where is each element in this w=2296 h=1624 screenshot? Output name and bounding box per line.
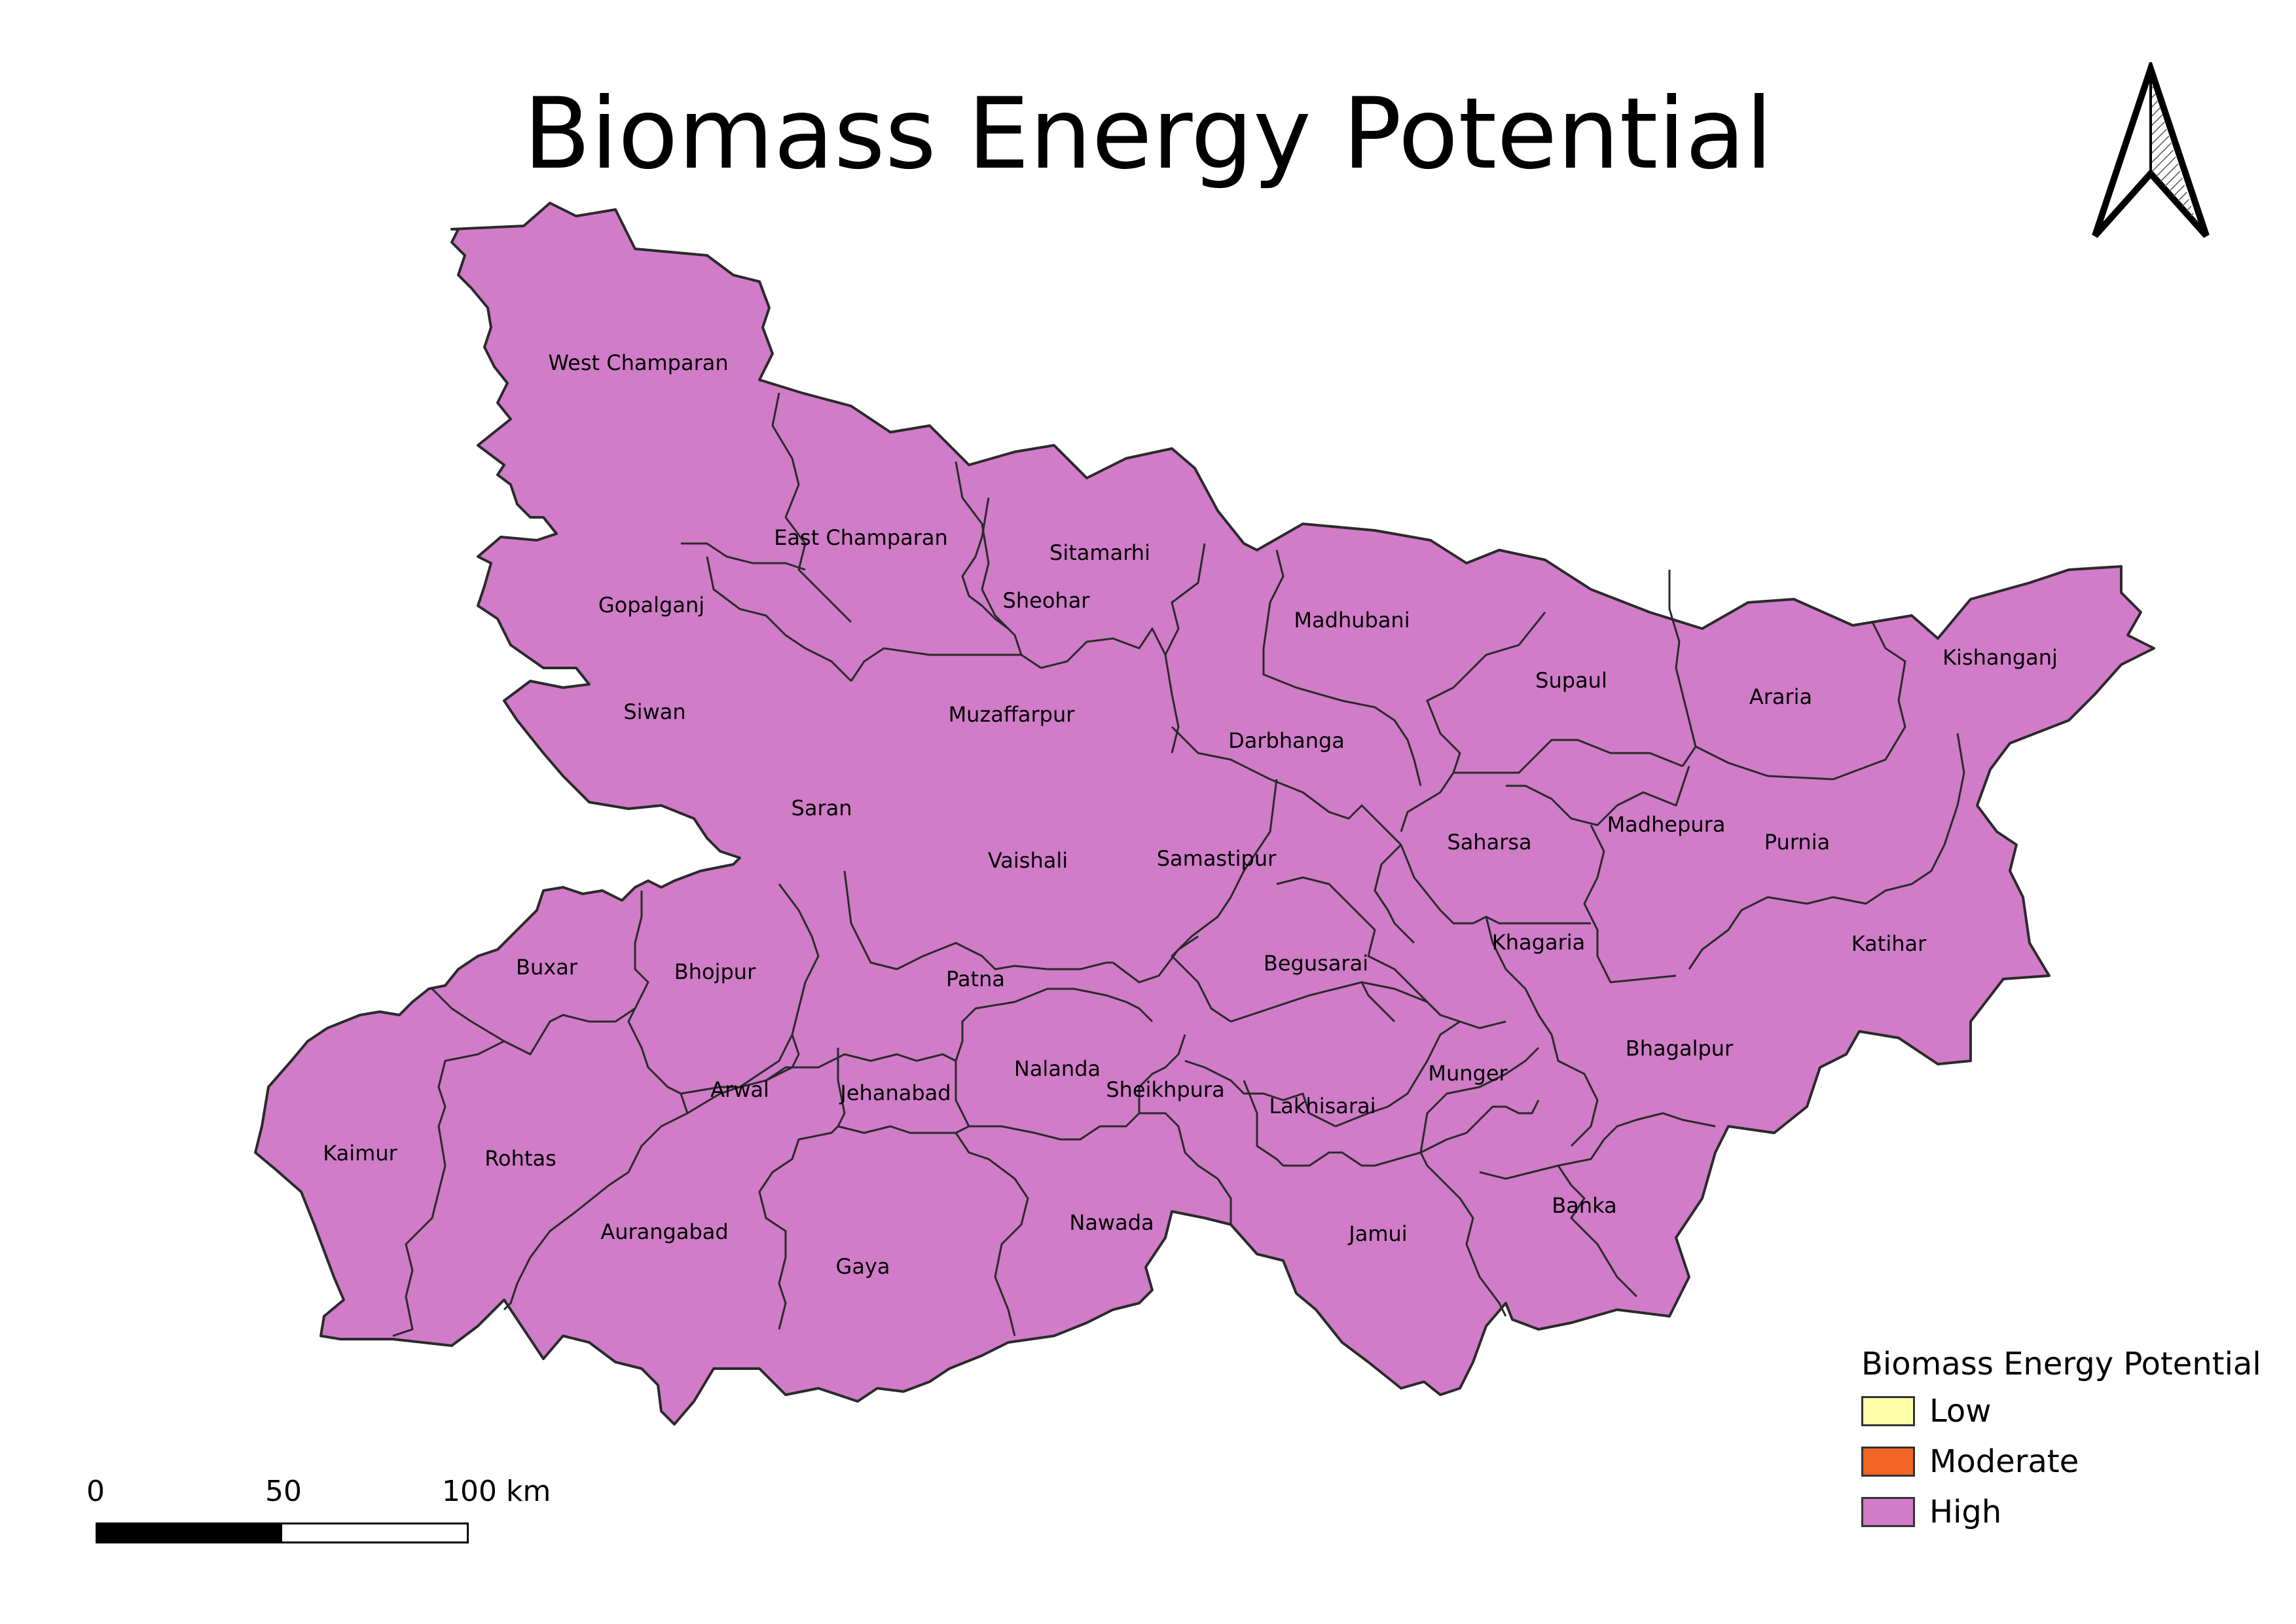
district-label-purnia: Purnia [1764,830,1830,855]
legend-item-high: High [1861,1494,2002,1530]
district-label-sheohar: Sheohar [1003,588,1091,613]
district-label-patna: Patna [946,967,1005,991]
district-label-khagaria: Khagaria [1492,930,1585,955]
legend-item-low: Low [1861,1393,1992,1430]
district-label-arwal: Arwal [710,1077,769,1102]
scale-bar [96,1522,469,1543]
legend-swatch-high [1861,1497,1915,1527]
scale-label-50: 50 [265,1475,302,1508]
district-label-begusarai: Begusarai [1264,951,1368,976]
scale-bar-segment-black [98,1524,282,1541]
legend-label: Low [1929,1393,1992,1430]
district-label-gopalganj: Gopalganj [598,593,704,618]
district-label-sheikhpura: Sheikhpura [1106,1077,1224,1102]
district-label-araria: Araria [1749,684,1812,709]
district-label-madhubani: Madhubani [1294,608,1410,633]
district-label-banka: Banka [1552,1193,1616,1218]
district-label-jamui: Jamui [1347,1221,1407,1246]
district-borders [392,392,1965,1337]
map-title: Biomass Energy Potential [523,77,1773,191]
district-label-nawada: Nawada [1069,1210,1154,1235]
district-label-munger: Munger [1428,1061,1508,1086]
legend-item-moderate: Moderate [1861,1443,2079,1480]
district-label-siwan: Siwan [623,699,685,724]
district-label-bhagalpur: Bhagalpur [1626,1036,1734,1061]
district-label-lakhisarai: Lakhisarai [1269,1094,1376,1118]
district-label-supaul: Supaul [1535,668,1607,693]
district-label-aurangabad: Aurangabad [600,1219,728,1244]
district-label-buxar: Buxar [516,955,578,980]
district-label-kaimur: Kaimur [323,1141,397,1166]
legend-swatch-moderate [1861,1447,1915,1477]
north-arrow-icon [2092,62,2210,238]
district-label-bhojpur: Bhojpur [674,959,756,984]
district-label-kishanganj: Kishanganj [1942,645,2058,670]
legend-title: Biomass Energy Potential [1861,1346,2261,1382]
district-labels: West Champaran East Champaran Sitamarhi She… [323,350,2058,1279]
district-label-samastipur: Samastipur [1157,846,1277,871]
district-label-sitamarhi: Sitamarhi [1049,540,1150,565]
district-label-nalanda: Nalanda [1014,1056,1101,1081]
district-label-west-champaran: West Champaran [548,350,728,375]
state-boundary [254,202,2155,1426]
district-label-gaya: Gaya [836,1254,890,1279]
district-label-muzaffarpur: Muzaffarpur [949,702,1076,727]
legend-label: High [1929,1494,2002,1530]
legend-label: Moderate [1929,1443,2079,1480]
district-label-saharsa: Saharsa [1447,830,1531,855]
district-label-saran: Saran [792,796,852,821]
district-label-katihar: Katihar [1851,931,1927,956]
district-label-madhepura: Madhepura [1607,812,1726,837]
legend-swatch-low [1861,1396,1915,1426]
district-label-rohtas: Rohtas [484,1146,556,1171]
district-label-darbhanga: Darbhanga [1228,728,1345,753]
scale-label-100: 100 km [442,1475,551,1508]
scale-bar-segment-white [282,1524,467,1541]
district-label-jehanabad: Jehanabad [839,1080,951,1105]
district-label-east-champaran: East Champaran [774,525,948,550]
district-label-vaishali: Vaishali [988,848,1068,873]
scale-label-0: 0 [86,1475,105,1508]
district-polygons [254,202,2155,1426]
